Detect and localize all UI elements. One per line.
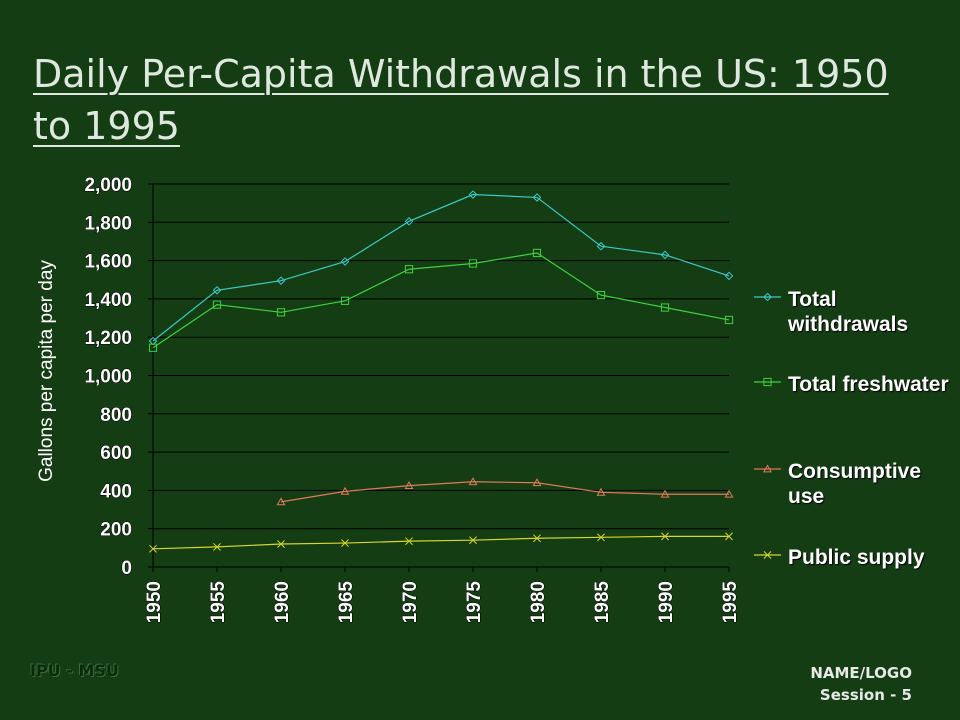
data-point-consumptive-use: [468, 477, 478, 486]
data-point-total-withdrawals: [212, 285, 222, 295]
y-tick-label: 1,600: [84, 252, 132, 273]
data-point-total-withdrawals: [340, 257, 350, 266]
legend-marker-consumptive-use: [763, 464, 772, 473]
x-tick-label: 1950: [144, 581, 165, 623]
data-point-total-freshwater: [532, 248, 542, 258]
y-tick-label: 400: [100, 481, 132, 502]
data-point-total-freshwater: [148, 343, 158, 352]
data-point-consumptive-use: [660, 489, 670, 498]
data-point-public-supply: [725, 532, 733, 541]
data-point-total-withdrawals: [596, 241, 606, 251]
data-point-public-supply: [213, 542, 221, 551]
y-tick-label: 600: [100, 443, 132, 464]
data-point-total-withdrawals: [724, 271, 734, 281]
series-line-public-supply: [152, 535, 729, 550]
data-point-total-withdrawals: [276, 276, 286, 286]
data-point-consumptive-use: [532, 478, 542, 487]
y-tick-label: 2,000: [84, 175, 132, 196]
data-point-total-freshwater: [212, 300, 222, 309]
x-tick-label: 1960: [272, 581, 293, 623]
y-tick-label: 1,000: [84, 367, 132, 388]
footer-logo-session: NAME/LOGO Session - 5: [810, 662, 912, 706]
data-point-public-supply: [149, 544, 157, 553]
legend-label-total-freshwater: Total freshwater: [788, 373, 949, 396]
x-tick-label: 1955: [208, 581, 229, 624]
data-point-public-supply: [661, 532, 669, 541]
legend-label-public-supply: Public supply: [788, 546, 925, 569]
y-tick-label: 1,800: [84, 213, 132, 234]
y-tick-label: 1,400: [84, 290, 132, 311]
x-tick-label: 1975: [464, 581, 485, 624]
footer-logo-text: NAME/LOGO: [810, 664, 912, 682]
data-point-total-freshwater: [596, 290, 606, 300]
x-tick-label: 1980: [528, 581, 549, 623]
y-tick-label: 0: [121, 558, 132, 579]
data-point-consumptive-use: [340, 486, 350, 495]
series-line-consumptive-use: [280, 481, 729, 503]
data-point-total-freshwater: [404, 265, 414, 274]
data-point-public-supply: [533, 534, 541, 543]
legend-marker-public-supply: [763, 551, 772, 559]
y-tick-label: 1,200: [84, 328, 132, 349]
footer-session-text: Session - 5: [819, 686, 912, 704]
data-point-public-supply: [469, 536, 477, 545]
data-point-consumptive-use: [404, 480, 414, 489]
data-point-total-freshwater: [276, 308, 286, 317]
y-tick-label: 200: [100, 520, 132, 541]
legend-label-consumptive-use: Consumptive use: [788, 460, 922, 508]
data-point-total-freshwater: [724, 315, 734, 325]
x-tick-label: 1990: [656, 581, 677, 623]
data-point-consumptive-use: [724, 489, 734, 498]
series-line-total-withdrawals: [152, 193, 730, 342]
data-point-public-supply: [405, 537, 413, 546]
legend-marker-total-freshwater: [763, 377, 772, 387]
data-point-public-supply: [341, 539, 349, 548]
page-title: Daily Per-Capita Withdrawals in the US: …: [33, 52, 889, 148]
data-point-consumptive-use: [596, 487, 606, 496]
x-tick-label: 1970: [400, 581, 421, 623]
data-point-total-withdrawals: [532, 193, 542, 202]
data-point-public-supply: [277, 540, 285, 548]
data-point-total-freshwater: [660, 303, 670, 312]
data-point-consumptive-use: [276, 497, 286, 506]
footer-institution: IPU - MSU: [30, 661, 119, 680]
data-point-total-withdrawals: [660, 250, 670, 260]
data-point-total-freshwater: [340, 296, 350, 305]
data-point-public-supply: [597, 533, 605, 542]
legend-label-total-withdrawals: Total withdrawals: [788, 288, 909, 336]
data-point-total-withdrawals: [468, 190, 478, 199]
legend-marker-total-withdrawals: [763, 292, 772, 302]
x-tick-label: 1965: [336, 581, 357, 624]
data-point-total-freshwater: [468, 259, 478, 268]
y-axis-label: Gallons per capita per day: [36, 260, 57, 482]
data-point-total-withdrawals: [404, 217, 414, 226]
x-tick-label: 1995: [720, 581, 741, 624]
x-tick-label: 1985: [592, 581, 613, 624]
y-tick-label: 800: [100, 405, 132, 426]
series-line-total-freshwater: [152, 252, 730, 349]
